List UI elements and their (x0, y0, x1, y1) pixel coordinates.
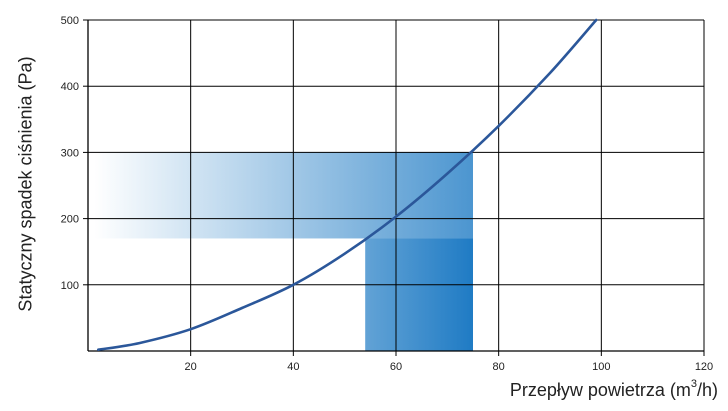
series-curve-0 (97, 18, 598, 351)
x-tick-label: 100 (592, 361, 610, 373)
y-tick-label: 400 (61, 81, 79, 93)
y-tick-label: 100 (61, 280, 79, 292)
x-axis-title: Przepływ powietrza (m3/h) (509, 378, 718, 401)
x-axis-title-superscript: 3 (690, 378, 697, 390)
x-tick-label: 40 (287, 361, 299, 373)
y-tick-label: 500 (61, 15, 79, 27)
x-tick-label: 120 (695, 361, 713, 373)
y-tick-label: 300 (61, 147, 79, 159)
y-tick-label: 200 (61, 214, 79, 226)
x-axis-title-text: Przepływ powietrza (m (509, 380, 691, 400)
x-tick-label: 80 (493, 361, 505, 373)
working-range-band (94, 152, 473, 239)
x-axis-title-tail: /h) (696, 380, 718, 400)
working-range-column (365, 238, 473, 351)
x-tick-label: 60 (390, 361, 402, 373)
y-axis-title-text: Statyczny spadek ciśnienia (Pa) (15, 56, 36, 312)
x-tick-label: 20 (185, 361, 197, 373)
